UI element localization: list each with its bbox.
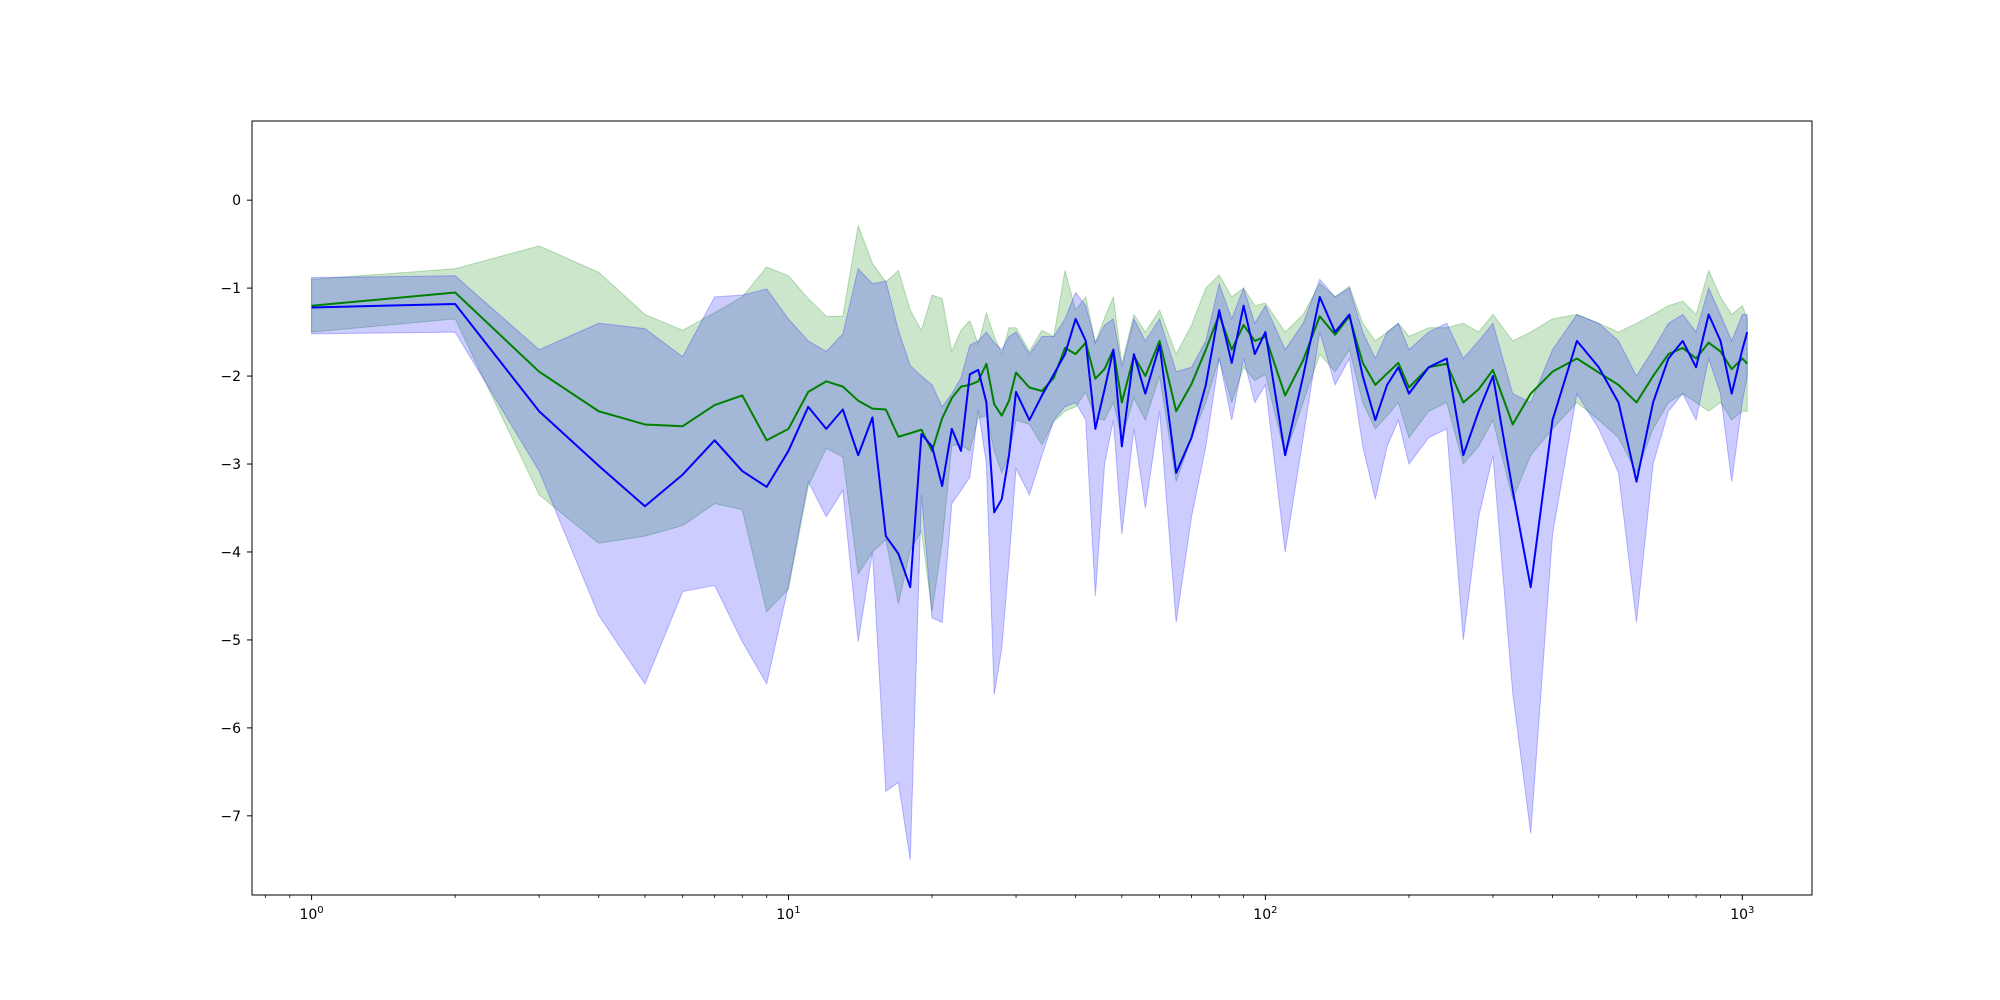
x-tick-label: 101 [776, 905, 800, 923]
x-tick-label: 102 [1253, 905, 1277, 923]
y-tick-label: 0 [232, 193, 241, 209]
series-1-line [311, 295, 1749, 589]
x-tick-base: 10 [299, 907, 317, 923]
y-axis: 0 −1 −2 −3 −4 −5 −6 −7 [220, 193, 252, 825]
y-tick-label: −7 [220, 809, 241, 825]
y-tick-label: −3 [220, 457, 241, 473]
x-tick-exponent: 0 [317, 905, 323, 916]
x-tick-base: 10 [1253, 907, 1271, 923]
series-0-line [311, 291, 1748, 452]
y-tick-label: −6 [220, 721, 241, 737]
x-tick-base: 10 [1730, 907, 1748, 923]
y-tick-label: −2 [220, 369, 241, 385]
plot-area [311, 223, 1749, 860]
y-tick-label: −4 [220, 545, 241, 561]
x-tick-label: 103 [1730, 905, 1754, 923]
x-tick-exponent: 3 [1748, 905, 1754, 916]
series-1-band [311, 267, 1748, 860]
x-axis: 100 101 102 103 [264, 895, 1754, 923]
axes-frame [251, 120, 1813, 896]
x-tick-label: 100 [299, 905, 323, 923]
y-tick-label: −5 [220, 633, 241, 649]
x-tick-exponent: 2 [1271, 905, 1277, 916]
x-tick-base: 10 [776, 907, 794, 923]
x-tick-exponent: 1 [794, 905, 800, 916]
y-tick-label: −1 [220, 281, 241, 297]
